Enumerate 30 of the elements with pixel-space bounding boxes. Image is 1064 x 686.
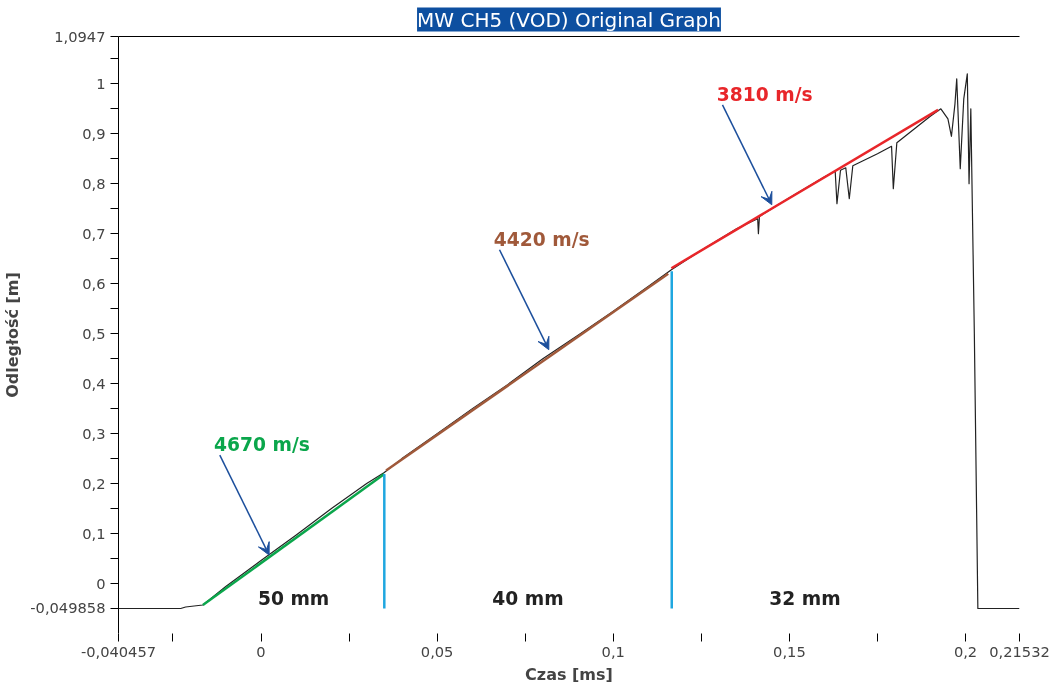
y-tick-label: 0,2 — [82, 474, 106, 492]
annotation: 40 mm — [492, 588, 564, 609]
y-tick-label: 0,8 — [82, 174, 106, 192]
y-tick-label: 0,7 — [82, 224, 106, 242]
y-tick-label: -0,049858 — [30, 599, 106, 617]
annotation: 3810 m/s — [716, 83, 813, 105]
x-tick-label: 0,21532 — [989, 642, 1050, 660]
y-tick-label: 0,6 — [82, 274, 106, 292]
x-tick-label: 0,1 — [601, 642, 625, 660]
y-tick-label: 1 — [96, 74, 106, 92]
x-tick-label: -0,040457 — [80, 642, 157, 660]
y-tick-label: 0,9 — [82, 124, 106, 142]
y-tick-label: 0,4 — [82, 374, 106, 392]
y-tick-label: 0,5 — [82, 324, 106, 342]
x-tick-label: 0 — [256, 642, 266, 660]
y-tick-label: 0,3 — [82, 424, 106, 442]
annotation: 4420 m/s — [493, 228, 590, 250]
chart-title: MW CH5 (VOD) Original Graph — [417, 7, 721, 32]
x-tick-label: 0,2 — [953, 642, 978, 660]
annotation: 50 mm — [257, 588, 330, 609]
y-tick-label: 0 — [96, 574, 106, 592]
annotation: 32 mm — [769, 588, 841, 609]
x-axis-title: Czas [ms] — [525, 664, 613, 684]
annotation: 4670 m/s — [214, 434, 310, 456]
y-tick-label: 0,1 — [82, 524, 106, 542]
y-tick-label: 1,0947 — [54, 27, 106, 45]
x-tick-label: 0,15 — [773, 642, 806, 660]
line-series — [118, 73, 1020, 610]
y-axis-title: Odległość [m] — [3, 272, 23, 398]
x-tick-label: 0,05 — [420, 642, 454, 660]
